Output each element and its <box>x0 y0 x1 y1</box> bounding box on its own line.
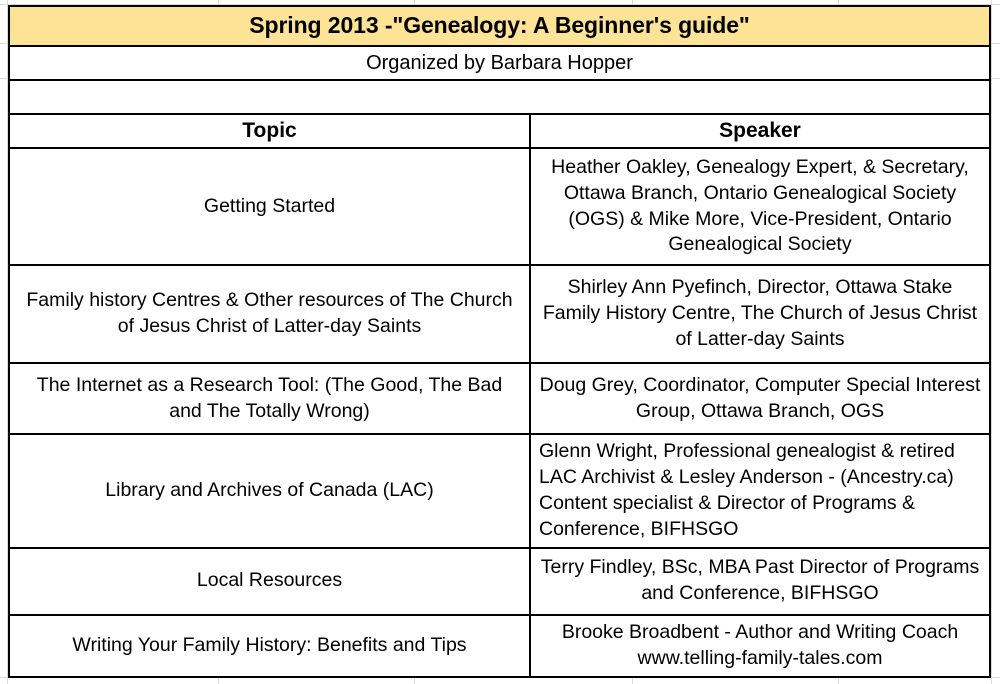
speaker-cell: Terry Findley, BSc, MBA Past Director of… <box>529 546 991 616</box>
schedule-table: Spring 2013 -"Genealogy: A Beginner's gu… <box>8 5 991 678</box>
topic-text: The Internet as a Research Tool: (The Go… <box>36 373 503 422</box>
table-row: Local Resources Terry Findley, BSc, MBA … <box>8 546 991 616</box>
topic-cell: Writing Your Family History: Benefits an… <box>8 613 531 678</box>
topic-text: Local Resources <box>196 569 343 592</box>
speaker-text: Glenn Wright, Professional genealogist &… <box>539 440 955 540</box>
table-row: Getting Started Heather Oakley, Genealog… <box>8 147 991 266</box>
topic-cell: Library and Archives of Canada (LAC) <box>8 433 531 549</box>
speaker-cell: Heather Oakley, Genealogy Expert, & Secr… <box>529 147 991 266</box>
table-row: The Internet as a Research Tool: (The Go… <box>8 362 991 435</box>
organizer-row: Organized by Barbara Hopper <box>8 45 991 81</box>
speaker-cell: Shirley Ann Pyefinch, Director, Ottawa S… <box>529 264 991 364</box>
organizer-cell: Organized by Barbara Hopper <box>8 45 991 81</box>
speaker-cell: Doug Grey, Coordinator, Computer Special… <box>529 362 991 435</box>
title-row: Spring 2013 -"Genealogy: A Beginner's gu… <box>8 5 991 47</box>
column-header-topic: Topic <box>8 113 531 149</box>
topic-cell: Getting Started <box>8 147 531 266</box>
topic-text: Library and Archives of Canada (LAC) <box>105 478 434 501</box>
table-row: Library and Archives of Canada (LAC) Gle… <box>8 433 991 549</box>
spacer-row <box>8 79 991 115</box>
title-cell: Spring 2013 -"Genealogy: A Beginner's gu… <box>8 5 991 47</box>
speaker-text: Terry Findley, BSc, MBA Past Director of… <box>540 556 980 605</box>
page-title: Spring 2013 -"Genealogy: A Beginner's gu… <box>249 12 750 39</box>
topic-cell: Family history Centres & Other resources… <box>8 264 531 364</box>
topic-cell: The Internet as a Research Tool: (The Go… <box>8 362 531 435</box>
topic-text: Getting Started <box>203 194 336 217</box>
spacer-cell <box>8 79 991 115</box>
topic-cell: Local Resources <box>8 546 531 616</box>
table-row: Family history Centres & Other resources… <box>8 264 991 364</box>
speaker-text: Shirley Ann Pyefinch, Director, Ottawa S… <box>542 276 978 350</box>
column-header-topic-label: Topic <box>242 119 297 142</box>
speaker-text: Brooke Broadbent - Author and Writing Co… <box>561 620 959 669</box>
speaker-cell: Brooke Broadbent - Author and Writing Co… <box>529 613 991 678</box>
speaker-cell: Glenn Wright, Professional genealogist &… <box>529 433 991 549</box>
topic-text: Writing Your Family History: Benefits an… <box>72 633 467 656</box>
schedule-sheet: Spring 2013 -"Genealogy: A Beginner's gu… <box>8 5 991 678</box>
column-header-speaker: Speaker <box>529 113 991 149</box>
table-row: Writing Your Family History: Benefits an… <box>8 613 991 678</box>
spacer-text <box>10 93 989 101</box>
topic-text: Family history Centres & Other resources… <box>26 289 513 337</box>
speaker-text: Doug Grey, Coordinator, Computer Special… <box>539 373 981 422</box>
speaker-text: Heather Oakley, Genealogy Expert, & Secr… <box>551 155 969 256</box>
column-header-speaker-label: Speaker <box>719 119 801 142</box>
column-header-row: Topic Speaker <box>8 113 991 149</box>
organizer-text: Organized by Barbara Hopper <box>366 51 633 74</box>
